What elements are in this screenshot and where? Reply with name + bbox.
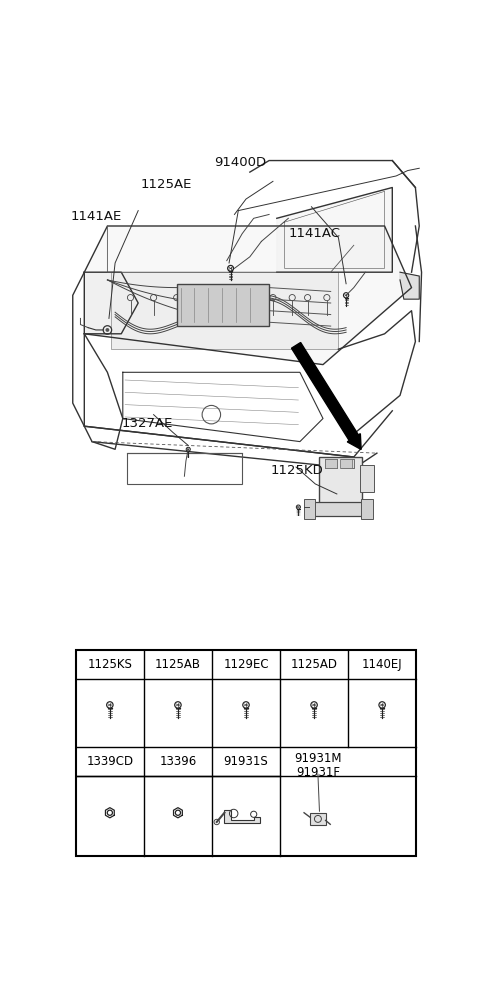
Bar bbox=[341, 459, 354, 468]
Bar bbox=[319, 457, 361, 503]
Polygon shape bbox=[84, 226, 411, 364]
Text: 1125KS: 1125KS bbox=[87, 658, 132, 671]
Bar bbox=[324, 459, 337, 468]
Bar bbox=[340, 459, 352, 468]
Text: 91931M: 91931M bbox=[294, 753, 342, 765]
Text: 1125KD: 1125KD bbox=[271, 464, 324, 478]
Circle shape bbox=[106, 328, 109, 332]
Bar bbox=[341, 459, 354, 468]
Bar bbox=[111, 272, 338, 350]
Bar bbox=[61, 118, 431, 596]
Text: 1125AB: 1125AB bbox=[155, 658, 201, 671]
Text: 1125AD: 1125AD bbox=[290, 658, 337, 671]
FancyArrow shape bbox=[291, 343, 361, 449]
Polygon shape bbox=[225, 811, 260, 822]
Text: 1129EC: 1129EC bbox=[223, 658, 269, 671]
Text: 13396: 13396 bbox=[159, 755, 196, 767]
Bar bbox=[324, 459, 337, 468]
Bar bbox=[361, 499, 373, 518]
Bar bbox=[310, 813, 325, 825]
Text: 1125AE: 1125AE bbox=[141, 178, 192, 191]
Text: 1327AE: 1327AE bbox=[121, 417, 173, 429]
Text: 91400D: 91400D bbox=[215, 156, 266, 168]
Text: 91931F: 91931F bbox=[296, 766, 340, 779]
Bar bbox=[312, 501, 365, 515]
Text: 1140EJ: 1140EJ bbox=[362, 658, 402, 671]
Bar bbox=[304, 499, 315, 518]
Text: 1141AC: 1141AC bbox=[288, 227, 340, 240]
Bar bbox=[76, 649, 416, 856]
Polygon shape bbox=[277, 187, 392, 272]
Text: 1339CD: 1339CD bbox=[86, 755, 133, 767]
Text: 91931S: 91931S bbox=[224, 755, 268, 767]
Bar bbox=[324, 459, 337, 468]
Bar bbox=[127, 453, 242, 484]
Text: 1141AE: 1141AE bbox=[71, 211, 122, 224]
Polygon shape bbox=[400, 272, 419, 299]
Polygon shape bbox=[84, 272, 138, 334]
Bar bbox=[177, 284, 269, 326]
Bar bbox=[360, 465, 374, 492]
